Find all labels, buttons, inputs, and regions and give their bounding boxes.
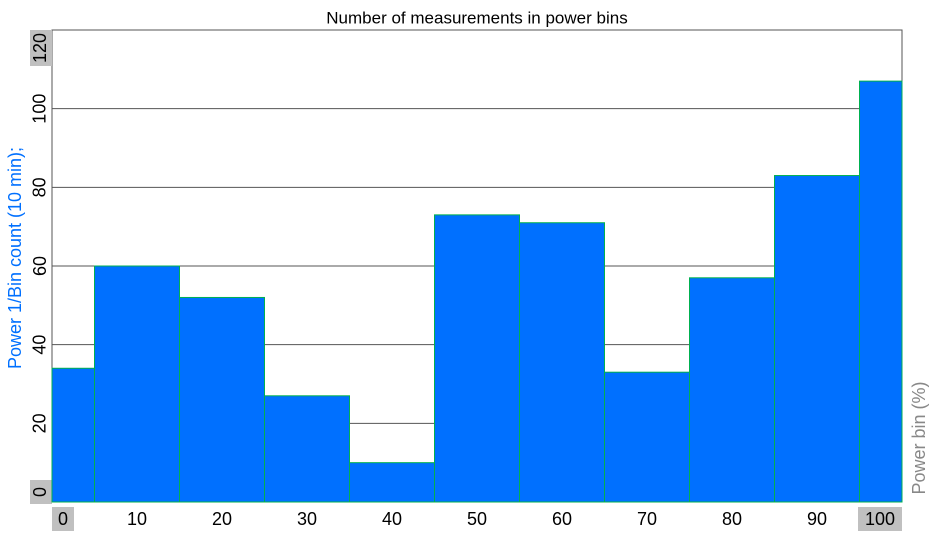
y-tick-label: 0 (30, 487, 50, 497)
x-axis-label: Power bin (%) (909, 381, 929, 494)
bar (689, 277, 775, 503)
x-tick-label: 70 (637, 509, 657, 529)
x-tick-label: 80 (722, 509, 742, 529)
bar (434, 214, 520, 503)
x-tick-label: 60 (552, 509, 572, 529)
y-tick-label: 60 (30, 256, 50, 276)
y-tick-label: 20 (30, 413, 50, 433)
bar (264, 395, 350, 503)
y-axis-label: Power 1/Bin count (10 min); (5, 147, 25, 369)
bar (179, 296, 265, 503)
bar (774, 175, 860, 503)
bar (94, 265, 180, 503)
bar (604, 371, 690, 503)
x-tick-label: 40 (382, 509, 402, 529)
bar (859, 80, 903, 503)
x-tick-label: 50 (467, 509, 487, 529)
x-tick-label: 20 (212, 509, 232, 529)
bar (519, 222, 605, 503)
y-tick-label: 120 (30, 33, 50, 63)
bar (51, 367, 95, 503)
tick-highlight (30, 480, 52, 504)
x-tick-label: 100 (865, 509, 895, 529)
tick-highlight (30, 30, 52, 66)
tick-highlight (52, 507, 74, 531)
y-tick-label: 100 (30, 94, 50, 124)
x-tick-label: 10 (127, 509, 147, 529)
x-tick-label: 90 (807, 509, 827, 529)
y-tick-label: 80 (30, 177, 50, 197)
tick-highlight (858, 507, 902, 531)
x-tick-label: 0 (58, 509, 68, 529)
chart-title: Number of measurements in power bins (326, 8, 627, 27)
x-tick-label: 30 (297, 509, 317, 529)
y-tick-label: 40 (30, 335, 50, 355)
bar (349, 462, 435, 503)
